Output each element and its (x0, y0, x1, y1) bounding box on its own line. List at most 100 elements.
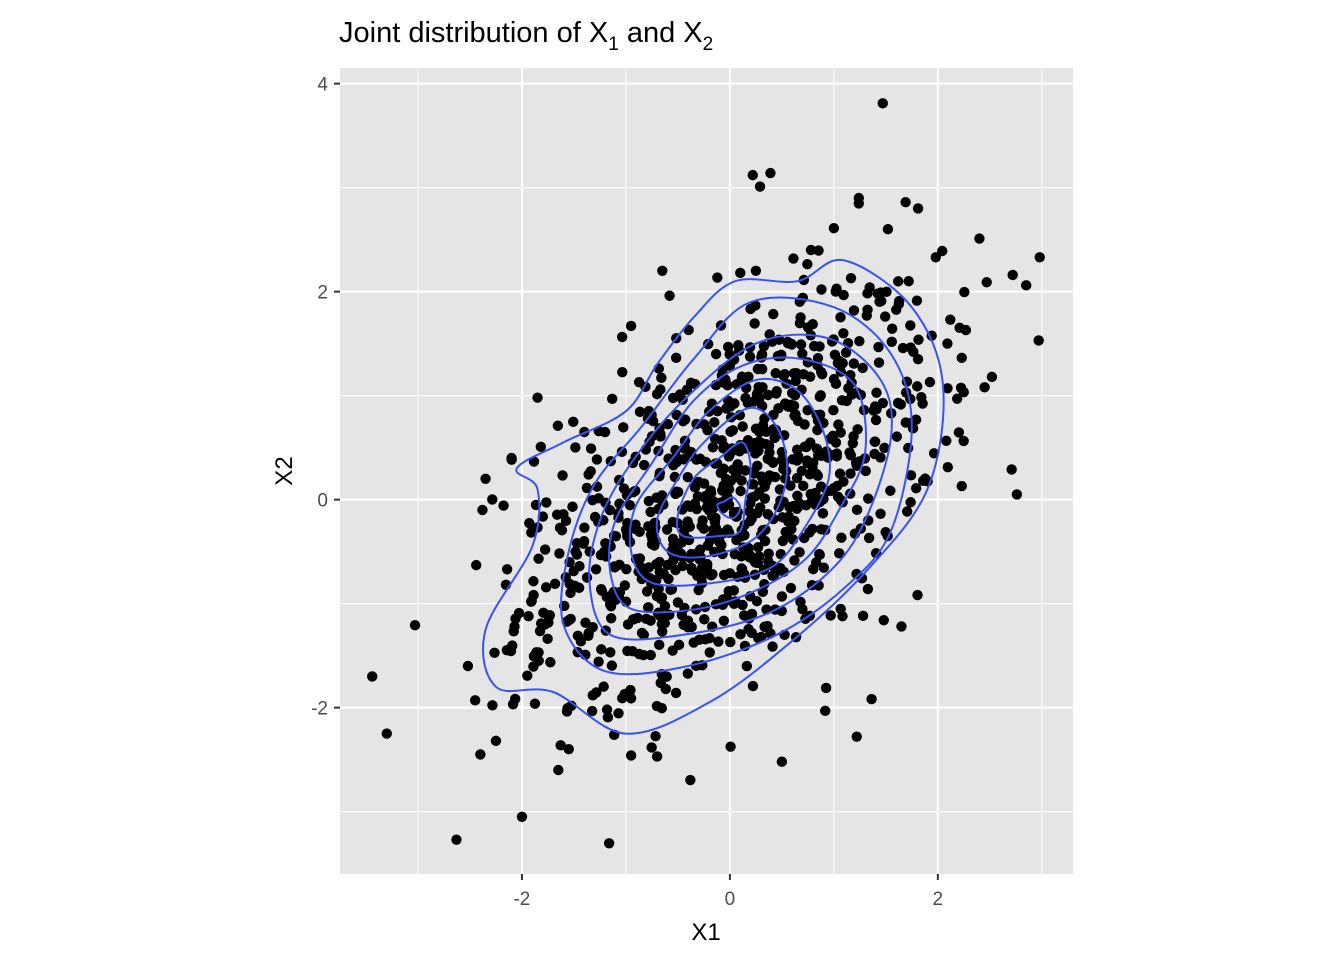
scatter-point (769, 569, 780, 580)
scatter-point (539, 544, 551, 555)
scatter-point (942, 338, 953, 349)
scatter-point (475, 749, 486, 760)
scatter-point (811, 443, 823, 454)
scatter-point (817, 369, 828, 380)
scatter-point (794, 547, 805, 558)
density-contour-level-6 (588, 333, 893, 641)
scatter-point (798, 532, 810, 544)
density-contour-level-5 (607, 356, 868, 614)
scatter-point (595, 549, 607, 561)
scatter-point (704, 487, 715, 499)
scatter-point (696, 565, 707, 576)
scatter-point (532, 392, 543, 403)
scatter-point (753, 632, 764, 644)
scatter-point (749, 491, 761, 502)
scatter-point (764, 470, 775, 481)
scatter-point (593, 493, 604, 504)
scatter-point (743, 624, 754, 635)
scatter-point (545, 657, 556, 668)
scatter-point (596, 644, 607, 655)
scatter-point (535, 441, 547, 453)
scatter-point (765, 167, 776, 179)
scatter-point (836, 395, 848, 406)
scatter-point (815, 481, 827, 492)
scatter-point (767, 457, 779, 468)
scatter-point (524, 517, 535, 529)
scatter-point (651, 700, 663, 712)
scatter-point (699, 614, 710, 625)
scatter-point (624, 499, 636, 511)
density-contour-level-7 (560, 296, 913, 676)
scatter-point (696, 573, 707, 584)
scatter-point (735, 485, 746, 497)
scatter-point (845, 468, 856, 479)
scatter-point (732, 465, 743, 477)
scatter-point (905, 342, 916, 353)
scatter-point (625, 320, 637, 332)
scatter-point (638, 459, 650, 471)
scatter-point (820, 705, 831, 717)
scatter-point (851, 460, 862, 471)
scatter-point (854, 336, 865, 347)
scatter-point (795, 596, 806, 608)
scatter-point (661, 524, 673, 535)
scatter-point (725, 636, 736, 648)
scatter-point (752, 541, 764, 553)
scatter-point (670, 444, 681, 456)
scatter-point (653, 583, 664, 595)
scatter-point (543, 617, 554, 628)
scatter-point (862, 583, 874, 595)
scatter-point (885, 485, 896, 496)
scatter-point (541, 497, 552, 508)
scatter-point (746, 608, 758, 620)
scatter-point (591, 454, 603, 465)
scatter-point (752, 460, 763, 472)
scatter-point (755, 502, 766, 513)
scatter-point (677, 560, 688, 572)
scatter-point (571, 549, 583, 560)
scatter-point (735, 629, 746, 640)
scatter-point (760, 438, 772, 450)
scatter-point (689, 482, 701, 493)
scatter-point (707, 442, 719, 453)
scatter-point (451, 834, 462, 845)
scatter-point (912, 381, 923, 392)
scatter-point (733, 345, 745, 356)
scatter-point (655, 677, 666, 689)
scatter-point (828, 373, 840, 385)
scatter-point (525, 596, 537, 607)
scatter-point (583, 627, 594, 639)
scatter-point (616, 331, 628, 343)
scatter-point (523, 610, 534, 622)
scatter-point (767, 641, 778, 652)
scatter-point (656, 372, 667, 384)
scatter-point (554, 548, 565, 559)
scatter-point (863, 532, 875, 544)
scatter-point (718, 502, 729, 514)
scatter-point (852, 424, 863, 435)
scatter-point (462, 660, 474, 672)
scatter-point (698, 419, 710, 430)
scatter-point (557, 470, 568, 481)
scatter-point (709, 417, 720, 428)
scatter-point (718, 615, 730, 626)
scatter-point (1034, 252, 1045, 263)
scatter-point (808, 340, 820, 352)
scatter-point (735, 267, 746, 279)
scatter-point (740, 392, 751, 404)
scatter-point (1007, 269, 1018, 281)
scatter-point (662, 418, 674, 430)
scatter-point (586, 705, 598, 717)
scatter-point (542, 633, 553, 645)
scatter-point (601, 704, 613, 715)
scatter-point (613, 708, 624, 719)
scatter-point (729, 398, 740, 409)
scatter-point (896, 621, 907, 632)
scatter-point (565, 587, 576, 599)
chart-title: Joint distribution of X1 and X2 (339, 17, 713, 55)
scatter-point (651, 751, 663, 762)
scatter-point (619, 580, 631, 591)
scatter-point (860, 465, 871, 477)
scatter-point (580, 617, 591, 628)
scatter-point (900, 196, 911, 208)
